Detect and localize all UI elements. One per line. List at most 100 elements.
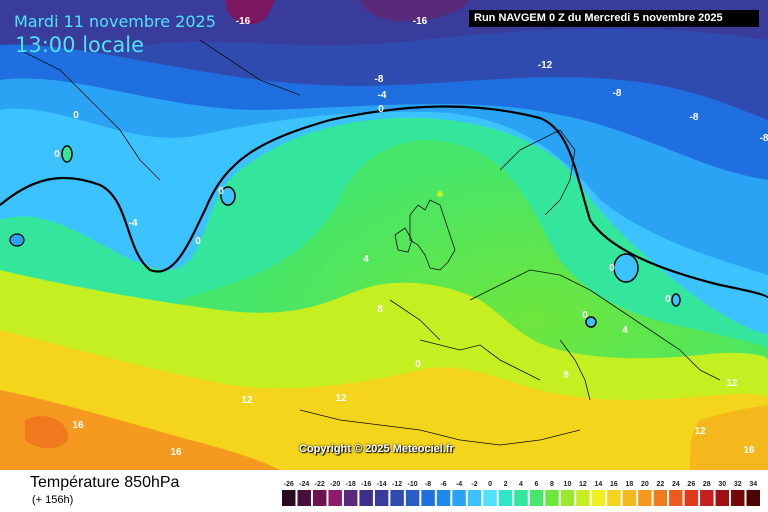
scale-tick-label: 14	[595, 481, 603, 488]
contour-labels: -16 -16 -12 -8 -4 0 -8 -8 -8 0 0 0 -4 0 4 8 0 0 4 0 0 8 12 12 12…	[54, 16, 768, 458]
scale-tick-label: 20	[641, 481, 649, 488]
scale-swatch	[483, 490, 497, 506]
scale-swatch	[297, 490, 311, 506]
scale-tick-label: -20	[330, 481, 340, 488]
scale-tick-label: -8	[425, 481, 431, 488]
contour-label: 0	[73, 110, 79, 121]
contour-label: 16	[170, 447, 182, 458]
scale-tick-label: 34	[749, 481, 757, 488]
scale-swatch	[436, 490, 451, 506]
scale-swatch	[467, 490, 482, 506]
scale-tick-label: 28	[703, 481, 711, 488]
contour-label: -4	[378, 90, 387, 101]
contour-label: -8	[375, 74, 384, 85]
contour-label: 16	[743, 445, 755, 456]
scale-swatch	[545, 490, 559, 506]
cold-pocket-f	[9, 233, 25, 247]
contour-label: 0	[378, 104, 384, 115]
scale-tick-label: -22	[315, 481, 325, 488]
scale-tick-label: 12	[579, 481, 587, 488]
scale-tick-label: -26	[284, 481, 294, 488]
scale-swatch	[576, 490, 590, 506]
contour-label: 0	[195, 236, 201, 247]
scale-swatch	[560, 490, 575, 506]
contour-label: 0	[218, 186, 224, 197]
scale-swatch	[607, 490, 621, 506]
scale-tick-label: -10	[408, 481, 418, 488]
cold-pocket-b	[613, 253, 639, 283]
contour-label: -16	[413, 16, 428, 27]
zero-isotherm	[0, 105, 768, 300]
scale-tick-label: 6	[535, 481, 539, 488]
scale-swatch	[700, 490, 714, 506]
scale-swatch	[374, 490, 389, 506]
contour-label: -8	[760, 133, 768, 144]
scale-tick-label: 0	[488, 481, 492, 488]
contour-label: 12	[241, 395, 253, 406]
scale-tick-label: 10	[564, 481, 572, 488]
copyright-notice: Copyright © 2025 Meteociel.fr	[299, 443, 454, 455]
scale-swatch	[638, 490, 652, 506]
scale-swatch	[328, 490, 342, 506]
zone-plus16	[0, 390, 280, 470]
scale-swatch	[421, 490, 435, 506]
scale-swatch	[498, 490, 513, 506]
scale-swatch	[359, 490, 373, 506]
scale-tick-label: -18	[346, 481, 356, 488]
contour-label: -4	[129, 218, 138, 229]
cold-pocket-a	[220, 186, 236, 206]
forecast-time: 13:00 locale	[15, 33, 145, 57]
warm-spot	[437, 191, 443, 197]
scale-tick-label: 30	[718, 481, 726, 488]
contour-label: 8	[377, 304, 383, 315]
scale-tick-label: 24	[672, 481, 680, 488]
scale-swatch	[715, 490, 730, 506]
contour-label: 12	[335, 393, 347, 404]
scale-tick-label: 22	[656, 481, 664, 488]
cold-pocket-d	[671, 293, 681, 307]
contour-label: 16	[72, 420, 84, 431]
zone-plus16-core	[25, 416, 69, 449]
scale-tick-label: -6	[440, 481, 446, 488]
scale-swatch	[514, 490, 528, 506]
zone-plus16-east	[690, 405, 768, 470]
scale-swatch	[452, 490, 466, 506]
cold-core-minus16-b	[360, 0, 470, 22]
scale-tick-label: -12	[392, 481, 402, 488]
contour-label: -12	[538, 60, 553, 71]
map-title: Température 850hPa	[30, 474, 180, 491]
contour-label: 0	[609, 263, 615, 274]
scale-tick-label: 32	[734, 481, 742, 488]
zone-plus12	[0, 330, 768, 470]
scale-tick-label: -2	[471, 481, 477, 488]
scale-swatch	[653, 490, 668, 506]
contour-label: 4	[622, 325, 628, 336]
scale-swatch	[731, 490, 745, 506]
model-run-label: Run NAVGEM 0 Z du Mercredi 5 novembre 20…	[469, 10, 759, 27]
scale-swatch	[282, 490, 296, 506]
color-scale: -26 -24 -22 -20 -18 -16 -14 -12 -10 -8 -6 -4 -2 0 2 4 6 8…	[282, 481, 760, 506]
contour-label: -8	[690, 112, 699, 123]
temperature-map: -16 -16 -12 -8 -4 0 -8 -8 -8 0 0 0 -4 0 4 8 0 0 4 0 0 8 12 12 12…	[0, 0, 768, 470]
scale-swatch	[622, 490, 637, 506]
scale-swatch	[591, 490, 606, 506]
scale-tick-label: 26	[687, 481, 695, 488]
scale-swatch	[390, 490, 404, 506]
scale-tick-label: -14	[377, 481, 387, 488]
coastlines	[19, 39, 721, 446]
scale-swatch	[312, 490, 327, 506]
scale-tick-label: 4	[519, 481, 523, 488]
cold-core-minus16-a	[225, 0, 275, 25]
scale-tick-label: 18	[625, 481, 633, 488]
scale-swatch	[746, 490, 760, 506]
scale-swatch	[684, 490, 699, 506]
contour-label: 0	[582, 310, 588, 321]
contour-label: -8	[613, 88, 622, 99]
contour-label: 0	[415, 359, 421, 370]
forecast-offset: (+ 156h)	[32, 494, 74, 506]
cold-pocket-c	[61, 145, 73, 163]
cold-pocket-e	[585, 316, 597, 328]
scale-tick-label: -4	[456, 481, 462, 488]
contour-label: 12	[726, 378, 738, 389]
forecast-date: Mardi 11 novembre 2025	[14, 12, 216, 31]
